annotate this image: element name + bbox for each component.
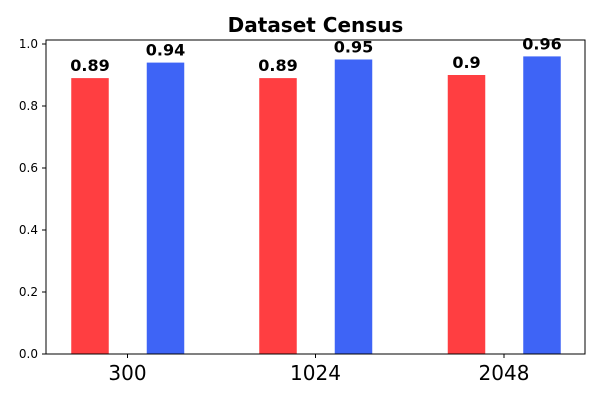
chart-title: Dataset Census	[228, 13, 404, 37]
y-tick-label: 0.2	[19, 285, 38, 299]
x-axis: 300 1024 2048	[108, 354, 529, 385]
y-tick-label: 0.8	[19, 99, 38, 113]
x-tick-label: 2048	[479, 361, 530, 385]
data-label-series2-1024: 0.95	[334, 38, 373, 57]
bar-series1-300	[71, 78, 109, 354]
bar-series2-300	[146, 62, 185, 354]
data-labels-group: 0.89 0.89 0.9 0.94 0.95 0.96	[70, 34, 561, 75]
x-tick-label: 300	[108, 361, 146, 385]
bar-series1-2048	[447, 75, 486, 354]
y-tick-label: 0.0	[19, 347, 38, 361]
bar-series2-1024	[334, 59, 373, 354]
data-label-series1-1024: 0.89	[258, 56, 297, 75]
y-tick-label: 0.4	[19, 223, 38, 237]
plot-frame	[45, 39, 586, 355]
data-label-series1-300: 0.89	[70, 56, 109, 75]
y-tick-label: 0.6	[19, 161, 38, 175]
y-axis: 0.0 0.2 0.4 0.6 0.8 1.0	[19, 37, 46, 361]
bars-group	[71, 56, 561, 355]
data-label-series2-300: 0.94	[146, 41, 185, 60]
y-tick-label: 1.0	[19, 37, 38, 51]
bar-series1-1024	[259, 78, 297, 354]
bar-series2-2048	[523, 56, 561, 355]
data-label-series2-2048: 0.96	[522, 34, 561, 53]
x-tick-label: 1024	[290, 361, 341, 385]
data-label-series1-2048: 0.9	[452, 53, 480, 72]
